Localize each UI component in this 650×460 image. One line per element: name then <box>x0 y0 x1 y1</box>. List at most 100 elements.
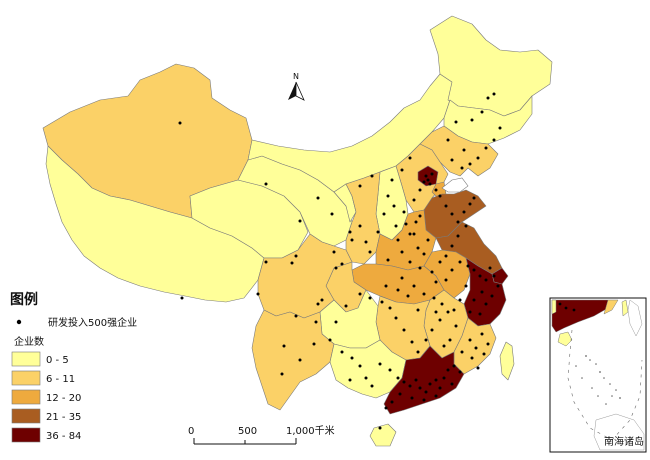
inset-fujian <box>603 299 619 315</box>
enterprise-point <box>478 312 482 316</box>
enterprise-point <box>178 121 182 125</box>
enterprise-point <box>438 194 442 198</box>
legend-swatch <box>11 408 41 424</box>
north-arrow-right-half <box>295 81 305 101</box>
enterprise-point <box>460 166 464 170</box>
legend-point-symbol <box>16 319 22 325</box>
enterprise-point <box>428 382 432 386</box>
enterprise-point <box>422 398 426 402</box>
enterprise-point <box>476 156 480 160</box>
enterprise-point <box>424 338 428 342</box>
enterprise-point <box>418 266 422 270</box>
enterprise-point <box>408 260 412 264</box>
region-hainan <box>369 423 397 447</box>
enterprise-point <box>298 358 302 362</box>
enterprise-point <box>340 350 344 354</box>
enterprise-point <box>298 219 302 223</box>
enterprise-point <box>180 296 184 300</box>
enterprise-point <box>368 250 372 254</box>
enterprise-point <box>492 274 496 278</box>
enterprise-point <box>290 261 294 265</box>
bohai-sea <box>441 177 469 193</box>
legend-class-label: 21 - 35 <box>46 412 81 423</box>
scale-bar <box>193 438 297 445</box>
legend-title: 图例 <box>10 291 38 308</box>
enterprise-point <box>412 198 416 202</box>
enterprise-point <box>430 328 434 332</box>
enterprise-point <box>430 172 434 176</box>
enterprise-point <box>424 174 428 178</box>
legend-swatch <box>11 351 41 367</box>
enterprise-point <box>482 352 486 356</box>
enterprise-point <box>316 302 320 306</box>
legend-class-list: 0 - 5 6 - 11 12 - 20 21 - 35 36 - 84 <box>11 351 81 443</box>
enterprise-point <box>386 258 390 262</box>
enterprise-point <box>264 182 268 186</box>
enterprise-point <box>448 338 452 342</box>
enterprise-point <box>382 212 386 216</box>
enterprise-point <box>426 238 430 242</box>
enterprise-points <box>178 92 502 430</box>
region-inner-mongolia <box>247 73 453 193</box>
legend-class-label: 12 - 20 <box>46 393 81 404</box>
enterprise-point <box>486 96 490 100</box>
enterprise-point <box>396 288 400 292</box>
legend-swatch <box>11 389 41 405</box>
enterprise-point <box>312 342 316 346</box>
enterprise-point <box>456 234 460 238</box>
enterprise-point <box>330 212 334 216</box>
scale-label-1000: 1,000千米 <box>286 424 335 437</box>
enterprise-point <box>452 308 456 312</box>
enterprise-point <box>400 276 404 280</box>
enterprise-point <box>410 340 414 344</box>
enterprise-point <box>454 120 458 124</box>
enterprise-point <box>400 250 404 254</box>
enterprise-point <box>422 252 426 256</box>
region-yunnan <box>251 309 335 411</box>
enterprise-point <box>294 314 298 318</box>
enterprise-point <box>474 346 478 350</box>
enterprise-point <box>282 344 286 348</box>
enterprise-point <box>358 292 362 296</box>
enterprise-point <box>452 364 456 368</box>
enterprise-point <box>412 284 416 288</box>
enterprise-point <box>450 212 454 216</box>
enterprise-point <box>380 300 384 304</box>
inset-point <box>564 306 568 310</box>
enterprise-point <box>446 368 450 372</box>
enterprise-point <box>454 324 458 328</box>
enterprise-point <box>408 232 412 236</box>
enterprise-point <box>386 194 390 198</box>
north-arrow-label: N <box>293 72 299 81</box>
enterprise-point <box>378 362 382 366</box>
enterprise-point <box>428 182 432 186</box>
enterprise-point <box>416 308 420 312</box>
enterprise-point <box>468 310 472 314</box>
enterprise-point <box>418 214 422 218</box>
enterprise-point <box>416 350 420 354</box>
enterprise-point <box>444 254 448 258</box>
enterprise-point <box>444 204 448 208</box>
enterprise-point <box>458 260 462 264</box>
enterprise-point <box>464 284 468 288</box>
legend-swatch <box>11 427 41 443</box>
legend-class-title: 企业数 <box>14 335 44 348</box>
enterprise-point <box>480 110 484 114</box>
enterprise-point <box>488 266 492 270</box>
enterprise-point <box>462 148 466 152</box>
region-tibet <box>45 145 265 303</box>
enterprise-point <box>434 394 438 398</box>
enterprise-point <box>350 238 354 242</box>
legend-class-label: 6 - 11 <box>46 374 75 385</box>
enterprise-point <box>434 310 438 314</box>
enterprise-point <box>378 426 382 430</box>
enterprise-point <box>402 210 406 214</box>
enterprise-point <box>256 292 260 296</box>
enterprise-point <box>434 280 438 284</box>
enterprise-point <box>418 386 422 390</box>
region-guangdong <box>383 345 465 415</box>
enterprise-point <box>468 338 472 342</box>
enterprise-point <box>348 230 352 234</box>
inset-taiwan <box>621 299 629 317</box>
